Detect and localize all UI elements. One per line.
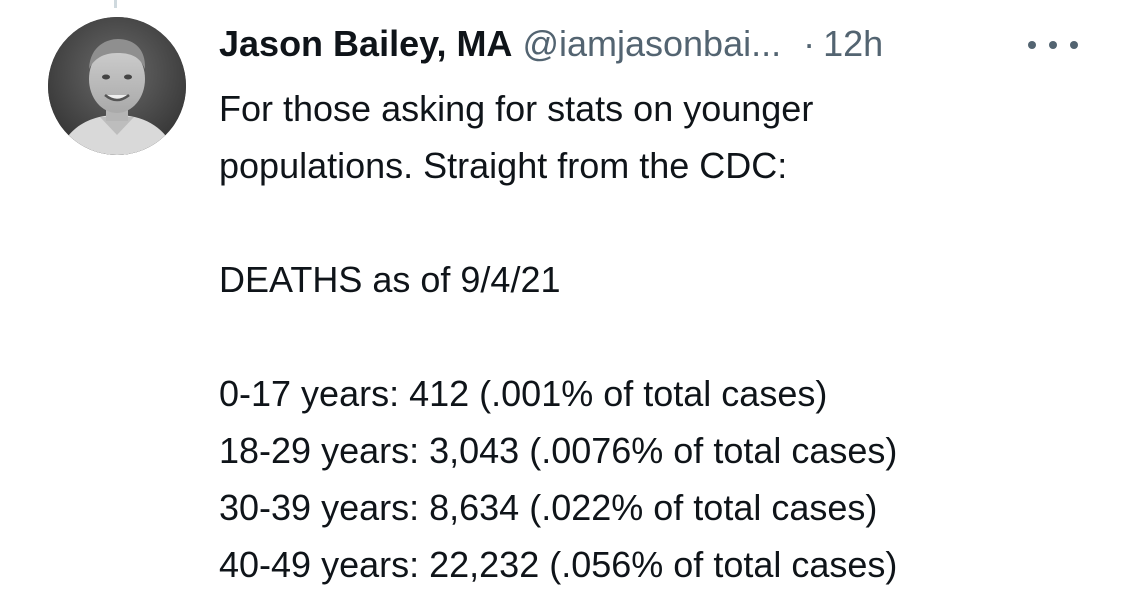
stat-line-0-17: 0-17 years: 412 (.001% of total cases) bbox=[219, 373, 828, 414]
more-options-button[interactable] bbox=[1028, 30, 1078, 60]
ellipsis-icon bbox=[1070, 41, 1078, 49]
tweet-text-line: populations. Straight from the CDC: bbox=[219, 145, 788, 186]
avatar[interactable] bbox=[48, 17, 186, 155]
display-name[interactable]: Jason Bailey, MA bbox=[219, 23, 513, 64]
ellipsis-icon bbox=[1049, 41, 1057, 49]
tweet-text: For those asking for stats on younger po… bbox=[219, 80, 1099, 593]
timestamp[interactable]: 12h bbox=[823, 23, 884, 64]
profile-photo-icon bbox=[48, 17, 186, 155]
stat-line-30-39: 30-39 years: 8,634 (.022% of total cases… bbox=[219, 487, 878, 528]
blank-line bbox=[219, 194, 1099, 251]
user-handle[interactable]: @iamjasonbai... bbox=[522, 23, 782, 64]
separator-dot: · bbox=[803, 23, 816, 64]
tweet-text-line: For those asking for stats on younger bbox=[219, 88, 814, 129]
ellipsis-icon bbox=[1028, 41, 1036, 49]
deaths-heading: DEATHS as of 9/4/21 bbox=[219, 259, 561, 300]
tweet-header: Jason Bailey, MA @iamjasonbai... · 12h bbox=[219, 20, 883, 68]
thread-connector-line bbox=[114, 0, 117, 8]
stat-line-40-49: 40-49 years: 22,232 (.056% of total case… bbox=[219, 544, 898, 585]
stat-line-18-29: 18-29 years: 3,043 (.0076% of total case… bbox=[219, 430, 898, 471]
blank-line bbox=[219, 308, 1099, 365]
